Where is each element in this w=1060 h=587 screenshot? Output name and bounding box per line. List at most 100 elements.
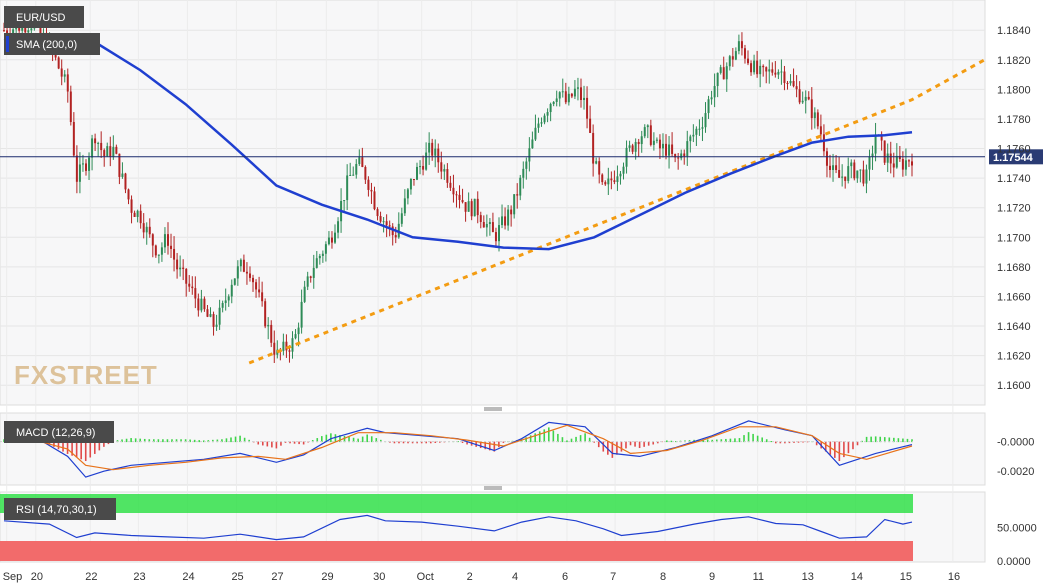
candle-body [188,283,191,287]
macd-histogram-bar [616,441,618,455]
candle-body [461,199,464,203]
candle-body [91,138,94,158]
candle-body [297,327,300,335]
candle-body [801,100,804,103]
candle-body [683,153,686,157]
macd-histogram-bar [793,441,795,443]
candle-body [552,101,555,105]
macd-histogram-bar [261,441,264,446]
macd-histogram-bar [420,441,423,444]
macd-histogram-bar [466,441,468,445]
macd-histogram-bar [171,439,173,443]
macd-histogram-bar [543,429,546,443]
candle-body [443,169,446,172]
candle-body [783,71,786,83]
macd-histogram-bar [221,439,223,443]
macd-histogram-bar [874,436,877,443]
candle-body [528,148,531,162]
macd-histogram-bar [53,441,55,447]
candle-body [838,169,841,178]
candle-body [476,198,479,216]
candle-body [145,226,148,233]
x-tick-label: 27 [271,571,283,583]
candle-body [540,122,543,124]
candle-body [440,162,443,172]
x-tick-label: 11 [753,571,764,583]
candle-body [829,165,832,170]
macd-histogram-bar [765,439,768,443]
candle-body [154,245,157,256]
macd-histogram-bar [393,441,396,444]
macd-histogram-bar [162,439,164,443]
candle-body [501,216,504,226]
macd-histogram-bar [348,436,350,443]
candle-body [589,118,592,133]
candle-body [677,157,680,159]
rsi-label[interactable]: RSI (14,70,30,1) [16,504,97,516]
resize-handle-icon[interactable] [484,407,502,411]
candle-body [668,144,671,156]
macd-histogram-bar [638,441,641,449]
candle-body [218,307,221,325]
candle-body [692,134,695,137]
resize-handle-icon[interactable] [484,486,502,490]
macd-histogram-bar [425,441,428,444]
candle-body [75,155,78,182]
candle-body [555,98,558,102]
macd-histogram-bar [883,437,886,443]
macd-histogram-bar [666,440,668,443]
macd-histogram-bar [316,438,319,443]
macd-histogram-bar [202,440,205,443]
candle-body [227,296,230,301]
macd-label[interactable]: MACD (12,26,9) [16,427,95,439]
y-tick-label: 0.0000 [997,556,1031,568]
candle-body [658,139,661,149]
macd-histogram-bar [411,441,414,444]
candle-body [455,194,458,196]
candle-body [406,189,409,199]
x-tick-label: 8 [660,571,666,583]
symbol-label[interactable]: EUR/USD [16,12,66,24]
candle-body [12,29,15,37]
candle-body [157,254,160,256]
candle-body [534,127,537,140]
candle-body [270,324,273,343]
x-tick-label: 6 [562,571,568,583]
macd-histogram-bar [493,441,496,452]
x-tick-label: 9 [709,571,715,583]
candle-body [494,232,497,242]
candle-body [804,96,807,101]
candle-body [743,48,746,59]
macd-histogram-bar [548,427,550,443]
macd-histogram-bar [461,441,464,443]
macd-histogram-bar [66,441,69,454]
sma-label[interactable]: SMA (200,0) [16,39,77,51]
macd-histogram-bar [902,438,904,443]
macd-histogram-bar [198,440,201,443]
candle-body [470,201,473,217]
macd-histogram-bar [257,441,260,445]
macd-histogram-bar [643,441,645,447]
macd-histogram-bar [734,438,736,443]
x-tick-label: 20 [31,571,43,583]
candle-body [6,30,9,34]
macd-histogram-bar [134,438,137,443]
candle-body [103,150,106,157]
macd-histogram-bar [157,439,160,443]
y-tick-label: -0.0020 [997,466,1034,478]
candle-body [564,91,567,103]
macd-histogram-bar [361,436,364,443]
candle-body [622,166,625,174]
macd-histogram-bar [143,438,146,443]
x-tick-label: 23 [133,571,145,583]
x-tick-label: 25 [231,571,243,583]
x-tick-label: 22 [85,571,97,583]
macd-histogram-bar [62,441,64,452]
candle-body [258,289,261,293]
candle-body [160,247,163,255]
candle-body [771,69,774,73]
candle-body [665,143,668,156]
macd-histogram-bar [670,440,673,443]
candle-body [613,180,616,182]
candle-body [361,157,364,167]
